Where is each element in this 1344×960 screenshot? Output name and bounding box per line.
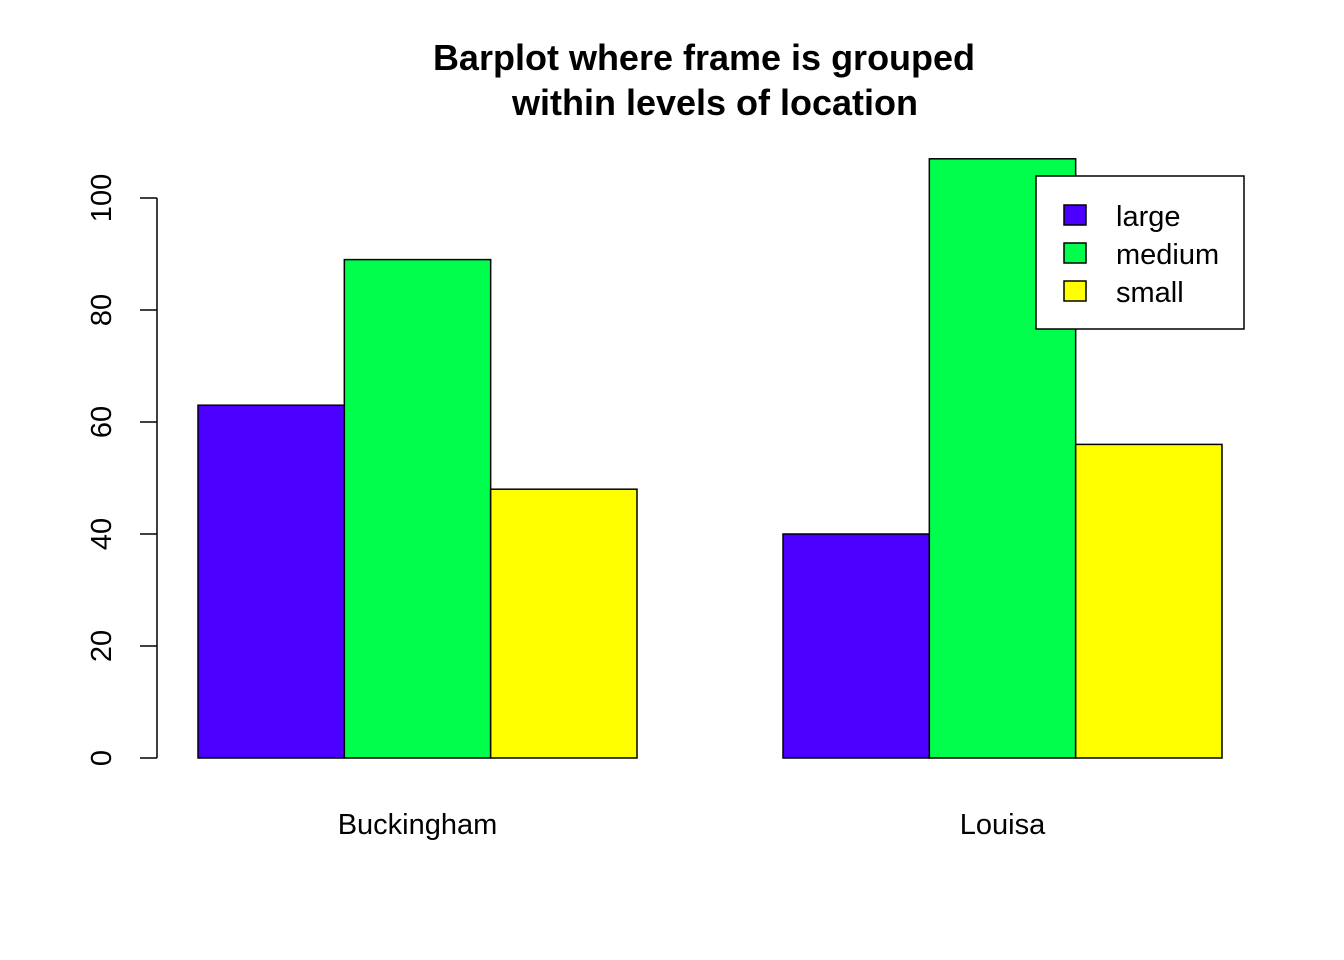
x-category-label: Buckingham (338, 809, 498, 841)
x-category-label: Louisa (960, 809, 1046, 841)
legend-label-small: small (1116, 277, 1184, 309)
y-axis: 0 20 40 60 80 100 (86, 174, 158, 766)
chart-title-line-1: Barplot where frame is grouped (433, 37, 975, 78)
chart-title: Barplot where frame is grouped within le… (433, 37, 975, 123)
legend-label-medium: medium (1116, 239, 1219, 271)
y-tick-label: 0 (86, 750, 118, 766)
chart-title-line-2: within levels of location (511, 82, 918, 123)
legend-swatch-small (1063, 280, 1087, 302)
y-tick-label: 40 (86, 518, 118, 550)
legend: large medium small (1035, 175, 1245, 330)
bar-buckingham-large (197, 404, 346, 759)
y-tick-label: 20 (86, 630, 118, 662)
legend-label-large: large (1116, 201, 1181, 233)
y-tick-label: 100 (86, 174, 118, 222)
bars-group (197, 158, 1223, 759)
y-tick-label: 60 (86, 406, 118, 438)
y-tick-label: 80 (86, 294, 118, 326)
x-axis-labels: Buckingham Louisa (338, 809, 1046, 841)
bar-louisa-small (1074, 443, 1223, 759)
bar-buckingham-small (489, 488, 638, 759)
legend-swatch-medium (1063, 242, 1087, 264)
bar-louisa-large (782, 533, 931, 759)
bar-buckingham-medium (343, 258, 492, 759)
legend-swatch-large (1063, 204, 1087, 226)
